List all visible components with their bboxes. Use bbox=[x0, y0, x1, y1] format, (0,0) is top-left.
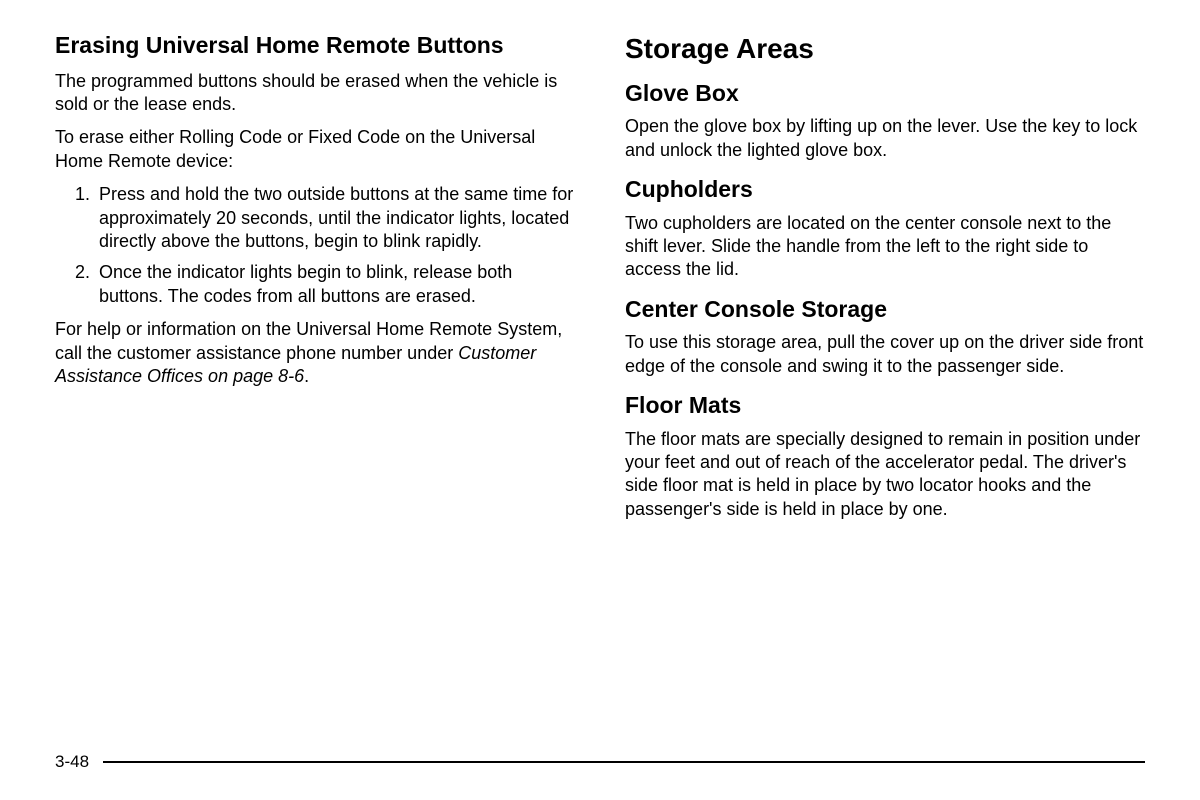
storage-areas-title: Storage Areas bbox=[625, 32, 1145, 66]
erase-remote-heading: Erasing Universal Home Remote Buttons bbox=[55, 32, 575, 60]
center-console-paragraph: To use this storage area, pull the cover… bbox=[625, 331, 1145, 378]
glove-box-heading: Glove Box bbox=[625, 80, 1145, 108]
page-footer: 3-48 bbox=[55, 752, 1145, 772]
erase-steps-list: Press and hold the two outside buttons a… bbox=[55, 183, 575, 308]
left-column: Erasing Universal Home Remote Buttons Th… bbox=[55, 32, 575, 732]
footer-rule bbox=[103, 761, 1145, 763]
help-paragraph: For help or information on the Universal… bbox=[55, 318, 575, 388]
help-text-suffix: . bbox=[304, 366, 309, 386]
cupholders-paragraph: Two cupholders are located on the center… bbox=[625, 212, 1145, 282]
glove-box-paragraph: Open the glove box by lifting up on the … bbox=[625, 115, 1145, 162]
erase-step-1: Press and hold the two outside buttons a… bbox=[95, 183, 575, 253]
floor-mats-heading: Floor Mats bbox=[625, 392, 1145, 420]
erase-step-2: Once the indicator lights begin to blink… bbox=[95, 261, 575, 308]
erase-intro-paragraph: The programmed buttons should be erased … bbox=[55, 70, 575, 117]
floor-mats-paragraph: The floor mats are specially designed to… bbox=[625, 428, 1145, 522]
center-console-heading: Center Console Storage bbox=[625, 296, 1145, 324]
cupholders-heading: Cupholders bbox=[625, 176, 1145, 204]
two-column-layout: Erasing Universal Home Remote Buttons Th… bbox=[55, 32, 1145, 732]
right-column: Storage Areas Glove Box Open the glove b… bbox=[625, 32, 1145, 732]
erase-lead-paragraph: To erase either Rolling Code or Fixed Co… bbox=[55, 126, 575, 173]
page-number: 3-48 bbox=[55, 752, 89, 772]
